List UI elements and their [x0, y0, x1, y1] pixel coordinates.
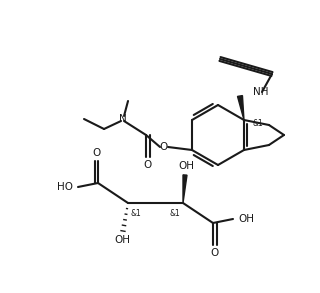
Text: O: O	[159, 142, 167, 152]
Text: HO: HO	[57, 182, 73, 192]
Text: &1: &1	[131, 209, 141, 217]
Text: OH: OH	[178, 161, 194, 171]
Polygon shape	[237, 96, 244, 120]
Text: &1: &1	[170, 209, 180, 217]
Text: N: N	[119, 114, 127, 124]
Text: OH: OH	[238, 214, 254, 224]
Text: OH: OH	[114, 235, 130, 245]
Text: NH: NH	[253, 87, 268, 97]
Text: O: O	[92, 148, 100, 158]
Text: O: O	[210, 248, 219, 258]
Polygon shape	[183, 175, 187, 203]
Text: &1: &1	[252, 120, 263, 129]
Text: O: O	[143, 160, 152, 170]
